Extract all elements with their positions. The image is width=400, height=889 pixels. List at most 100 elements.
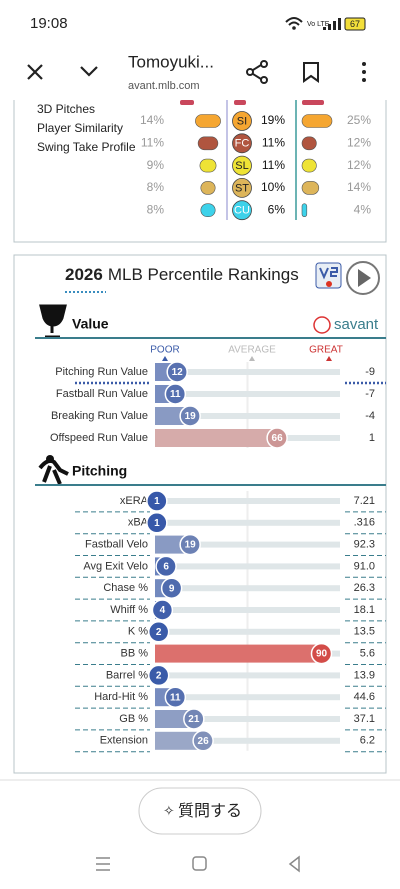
ask-button[interactable]	[138, 787, 262, 835]
report-link: Swing Take Profile	[37, 140, 136, 154]
percentile-value: 66	[272, 433, 284, 444]
wifi-icon	[285, 17, 303, 26]
usage-pill	[301, 181, 320, 195]
pitch-code: CU	[234, 205, 250, 217]
ask-icon: ✧	[163, 803, 175, 819]
usage-label: 19%	[261, 113, 285, 127]
metric-name: Pitching Run Value	[55, 366, 148, 378]
bar-track	[155, 716, 340, 722]
bar-track	[155, 694, 340, 701]
pitch-code: FC	[235, 138, 250, 150]
percentile-badge	[147, 621, 170, 643]
percentile-value: 90	[316, 649, 328, 660]
clock: 19:08	[30, 15, 68, 32]
percentile-badge	[179, 533, 201, 556]
usage-label: 4%	[354, 202, 372, 216]
bar-track	[155, 391, 340, 397]
wifi-dot	[292, 26, 296, 30]
pitch-badge	[232, 200, 252, 221]
collapse-button[interactable]	[80, 66, 98, 77]
percentile-badge	[146, 490, 168, 512]
stat-value: 5.6	[360, 648, 375, 660]
metric-name: xBA	[128, 517, 149, 529]
metric-name: xERA	[120, 495, 149, 507]
usage-label: 6%	[268, 202, 286, 216]
usage-label: 11%	[262, 158, 285, 172]
scale-arrow	[249, 356, 255, 361]
home-button[interactable]	[192, 856, 207, 871]
pitch-badge	[232, 133, 252, 154]
bar-track	[155, 672, 340, 679]
usage-label: 9%	[147, 158, 165, 172]
metric-name: Barrel %	[106, 669, 148, 681]
bookmark-button[interactable]	[303, 62, 319, 83]
pitch-badge	[232, 177, 252, 198]
usage-pill	[301, 136, 317, 151]
usage-pill	[301, 203, 308, 217]
savant-logo: savant	[334, 316, 379, 333]
recent-apps[interactable]	[96, 857, 110, 871]
usage-label: 8%	[147, 202, 165, 216]
back-button[interactable]	[288, 855, 300, 873]
signal-icon	[323, 18, 341, 30]
pitcher-head	[46, 455, 54, 463]
network-label: Vo LTE	[307, 21, 330, 28]
percentile-badge	[310, 642, 333, 665]
percentile-badge	[164, 686, 187, 708]
vs-icon[interactable]	[315, 262, 342, 289]
metric-name: Breaking Run Value	[51, 410, 148, 422]
usage-label: 12%	[347, 158, 371, 172]
metric-name: Fastball Run Value	[56, 388, 148, 400]
percentile-value: 11	[170, 389, 181, 400]
percentile-value: 21	[188, 714, 200, 725]
pitch-code: SI	[237, 115, 247, 127]
menu-button[interactable]	[362, 62, 366, 82]
ask-label: 質問する	[178, 802, 242, 820]
percentile-badge	[166, 361, 188, 383]
trophy-icon	[39, 304, 67, 339]
report-link: Player Similarity	[37, 121, 123, 135]
percentile-bar	[155, 644, 322, 663]
bar-track	[155, 413, 340, 419]
scale-arrow	[162, 356, 168, 361]
stat-value: 13.9	[354, 669, 375, 681]
bar-track	[155, 563, 340, 570]
bar-track	[155, 585, 340, 592]
share-button[interactable]	[246, 60, 268, 84]
percentile-badge	[151, 599, 174, 621]
percentile-value: 19	[185, 411, 197, 422]
usage-label: 12%	[347, 135, 371, 149]
bar-track	[155, 498, 340, 504]
savant-logo-ball	[313, 316, 331, 334]
percentile-badge	[183, 708, 205, 730]
scale-arrow	[326, 356, 332, 361]
percentile-bar	[155, 429, 278, 447]
bar-track	[155, 737, 340, 744]
percentile-value: 2	[156, 671, 162, 682]
usage-label: 8%	[147, 180, 165, 194]
stat-value: 37.1	[354, 713, 375, 725]
bar-track	[155, 607, 340, 613]
section-title: Pitching	[72, 463, 127, 479]
percentile-value: 19	[185, 540, 197, 551]
usage-pill	[301, 114, 333, 128]
page-title: Tomoyuki...	[128, 52, 214, 71]
section-title: Value	[72, 316, 109, 332]
stat-value: 44.6	[354, 691, 375, 703]
scale-average: AVERAGE	[228, 345, 276, 356]
percentile-value: 2	[156, 627, 162, 638]
percentile-bar	[155, 731, 204, 750]
usage-label: 14%	[140, 113, 164, 127]
usage-label: 11%	[141, 135, 164, 149]
percentile-badge	[179, 405, 201, 427]
usage-pill	[199, 158, 217, 173]
stat-value: 26.3	[354, 582, 375, 594]
report-link: 3D Pitches	[37, 102, 95, 116]
stat-value: 91.0	[354, 560, 375, 572]
close-button[interactable]	[27, 64, 43, 80]
usage-pill	[200, 203, 216, 217]
percentile-value: 1	[154, 518, 160, 529]
percentile-value: 9	[169, 583, 175, 594]
